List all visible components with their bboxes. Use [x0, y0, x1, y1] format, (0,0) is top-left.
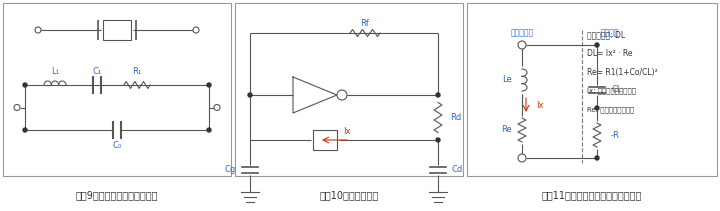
Text: -R: -R	[611, 130, 620, 139]
Text: Cg: Cg	[225, 165, 236, 174]
Text: Cd: Cd	[452, 165, 463, 174]
Text: C₁: C₁	[92, 66, 102, 76]
Circle shape	[35, 27, 41, 33]
Bar	[235, 3, 463, 176]
Circle shape	[595, 106, 599, 110]
Text: 図［10］発振回路例: 図［10］発振回路例	[320, 190, 379, 200]
Text: Re: 振動子の実効抵抗: Re: 振動子の実効抵抗	[587, 106, 634, 113]
Circle shape	[248, 93, 252, 97]
Circle shape	[214, 104, 220, 111]
Circle shape	[207, 83, 211, 87]
Text: 発振回路: 発振回路	[600, 28, 619, 38]
Text: CL: CL	[611, 85, 621, 95]
Text: Re= R1(1+Co/CL)²: Re= R1(1+Co/CL)²	[587, 68, 658, 77]
Text: R₁: R₁	[132, 66, 142, 76]
Circle shape	[436, 93, 440, 97]
Circle shape	[595, 43, 599, 47]
Text: C₀: C₀	[112, 142, 122, 150]
Circle shape	[193, 27, 199, 33]
Text: 励振レベル: DL: 励振レベル: DL	[587, 30, 625, 39]
Text: 図［11］振動子と発振回路との関係: 図［11］振動子と発振回路との関係	[542, 190, 642, 200]
Text: DL= Ix² · Re: DL= Ix² · Re	[587, 49, 632, 58]
Text: 水晶振動子: 水晶振動子	[510, 28, 534, 38]
Bar	[467, 3, 717, 176]
Circle shape	[207, 128, 211, 132]
Circle shape	[595, 156, 599, 160]
Text: Ix: Ix	[536, 100, 544, 110]
Bar	[103, 20, 131, 40]
Circle shape	[518, 41, 526, 49]
Circle shape	[436, 138, 440, 142]
Circle shape	[23, 83, 27, 87]
Text: Ix: Ix	[343, 127, 351, 137]
Text: Re: Re	[501, 126, 512, 134]
Circle shape	[337, 90, 347, 100]
Bar	[3, 3, 231, 176]
Text: L₁: L₁	[51, 66, 59, 76]
Circle shape	[23, 128, 27, 132]
Text: Le: Le	[503, 76, 512, 84]
Circle shape	[14, 104, 20, 111]
Text: Rd: Rd	[450, 113, 462, 122]
Text: Ix: 振動子に流れる電流: Ix: 振動子に流れる電流	[587, 87, 636, 94]
Text: Rf: Rf	[361, 19, 369, 27]
Text: 図［9］水晶振動子の等価回路: 図［9］水晶振動子の等価回路	[76, 190, 158, 200]
Circle shape	[518, 154, 526, 162]
Bar	[313, 130, 337, 150]
